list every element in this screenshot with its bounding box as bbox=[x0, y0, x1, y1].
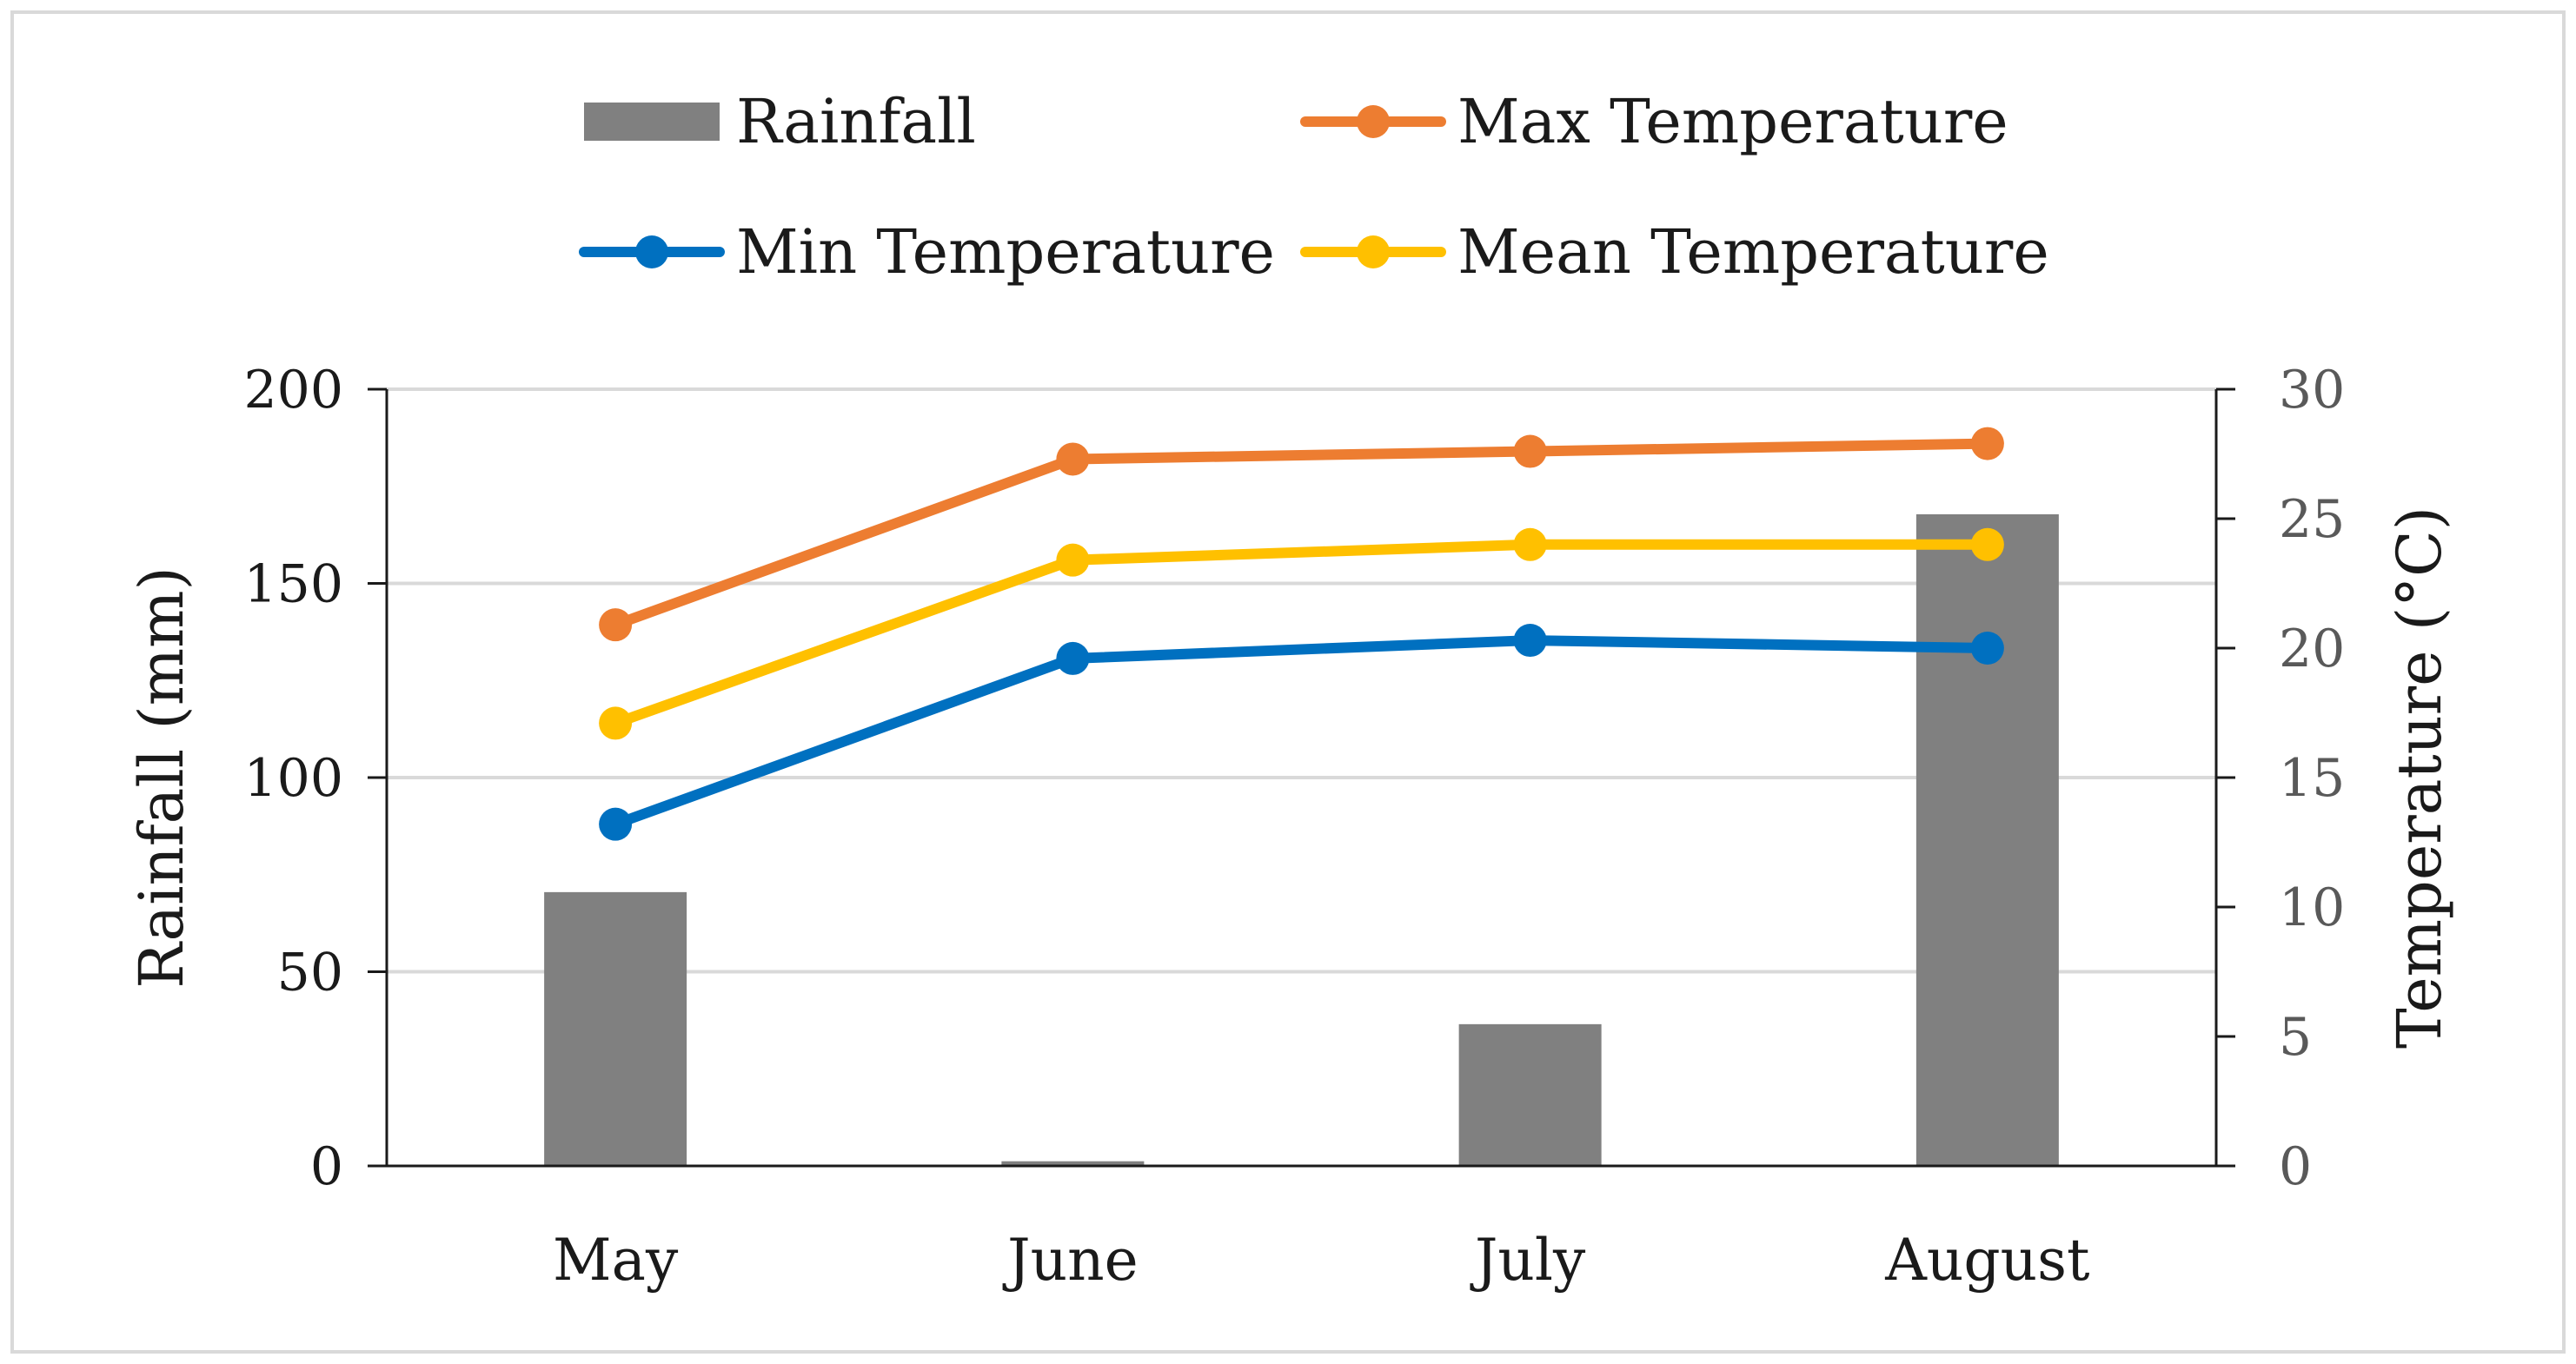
temperature-lines bbox=[599, 427, 2004, 841]
left-axis-title: Rainfall (mm) bbox=[126, 566, 197, 989]
legend-item-rainfall: Rainfall bbox=[584, 86, 976, 157]
rainfall-bar bbox=[1458, 1023, 1602, 1166]
right-tick-label: 0 bbox=[2279, 1136, 2312, 1197]
right-tick-label: 30 bbox=[2279, 360, 2345, 420]
max-temperature-line bbox=[610, 438, 1993, 631]
chart-frame bbox=[10, 10, 2566, 1354]
legend-item-mean-temperature: Mean Temperature bbox=[1300, 216, 2049, 288]
min-temperature-point bbox=[1513, 624, 1547, 658]
min-temperature-point bbox=[599, 807, 633, 841]
legend-marker bbox=[635, 235, 668, 268]
right-tick-label: 5 bbox=[2279, 1007, 2312, 1068]
left-tick-label: 100 bbox=[243, 748, 343, 809]
left-tick-label: 50 bbox=[277, 943, 343, 1003]
right-tick-label: 25 bbox=[2279, 489, 2345, 550]
rainfall-bar bbox=[1001, 1161, 1145, 1166]
max-temperature-point bbox=[599, 608, 633, 642]
min-temperature-line bbox=[610, 635, 1993, 830]
tick-labels: 0 50 100 150 200 0 5 10 15 20 25 30 May June July Augus… bbox=[243, 360, 2345, 1294]
mean-temperature-point bbox=[1970, 527, 2004, 561]
mean-temperature-point bbox=[599, 706, 633, 740]
gridlines bbox=[387, 387, 2216, 974]
x-tick-label: May bbox=[553, 1227, 679, 1294]
legend-label: Max Temperature bbox=[1457, 86, 2008, 157]
left-tick-label: 0 bbox=[310, 1136, 343, 1197]
legend-swatch bbox=[584, 103, 720, 141]
legend-item-min-temperature: Min Temperature bbox=[579, 216, 1275, 288]
max-temperature-point bbox=[1513, 434, 1547, 468]
max-temperature-point bbox=[1056, 442, 1090, 476]
x-tick-label: July bbox=[1470, 1227, 1586, 1294]
right-tick-label: 15 bbox=[2279, 748, 2345, 809]
rainfall-bars bbox=[544, 513, 2059, 1166]
legend-marker bbox=[1357, 235, 1390, 268]
right-tick-label: 20 bbox=[2279, 619, 2345, 679]
left-tick-label: 200 bbox=[243, 360, 343, 420]
mean-temperature-point bbox=[1513, 527, 1547, 561]
legend-label: Min Temperature bbox=[736, 216, 1275, 288]
mean-temperature-line bbox=[610, 539, 1993, 729]
left-tick-label: 150 bbox=[243, 554, 343, 615]
right-tick-label: 10 bbox=[2279, 877, 2345, 938]
right-axis-title: Temperature (°C) bbox=[2384, 507, 2455, 1049]
max-temperature-point bbox=[1970, 427, 2004, 460]
legend-item-max-temperature: Max Temperature bbox=[1300, 86, 2008, 157]
x-tick-label: June bbox=[1002, 1227, 1139, 1294]
min-temperature-point bbox=[1056, 641, 1090, 675]
axes bbox=[368, 387, 2235, 1168]
legend-label: Rainfall bbox=[736, 86, 976, 157]
x-tick-label: August bbox=[1884, 1227, 2089, 1294]
rainfall-bar bbox=[544, 891, 687, 1166]
legend: Rainfall Max Temperature Min Temperature Me… bbox=[579, 86, 2049, 288]
rainfall-bar bbox=[1915, 513, 2059, 1166]
legend-label: Mean Temperature bbox=[1457, 216, 2049, 288]
min-temperature-point bbox=[1970, 632, 2004, 665]
legend-marker bbox=[1357, 105, 1390, 138]
mean-temperature-point bbox=[1056, 543, 1090, 577]
